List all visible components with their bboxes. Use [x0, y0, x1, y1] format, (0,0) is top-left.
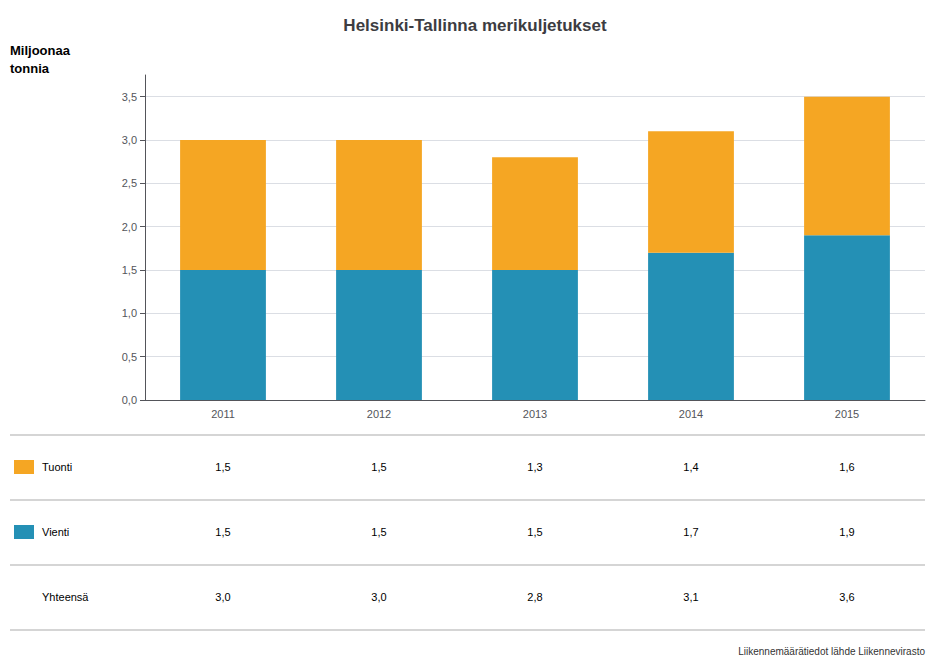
- svg-text:2014: 2014: [679, 408, 703, 420]
- svg-text:tonnia: tonnia: [10, 61, 50, 76]
- svg-text:2013: 2013: [523, 408, 547, 420]
- svg-text:3,0: 3,0: [215, 591, 230, 603]
- svg-text:1,5: 1,5: [371, 526, 386, 538]
- svg-text:2011: 2011: [211, 408, 235, 420]
- svg-text:3,6: 3,6: [839, 591, 854, 603]
- svg-text:2,5: 2,5: [122, 177, 137, 189]
- svg-text:3,0: 3,0: [122, 134, 137, 146]
- svg-text:Yhteensä: Yhteensä: [42, 591, 89, 603]
- svg-text:Vienti: Vienti: [42, 526, 69, 538]
- svg-text:0,5: 0,5: [122, 351, 137, 363]
- svg-text:3,0: 3,0: [371, 591, 386, 603]
- svg-text:0,0: 0,0: [122, 394, 137, 406]
- svg-text:1,9: 1,9: [839, 526, 854, 538]
- svg-text:1,5: 1,5: [215, 526, 230, 538]
- svg-text:2015: 2015: [835, 408, 859, 420]
- svg-text:1,4: 1,4: [683, 461, 698, 473]
- svg-text:1,3: 1,3: [527, 461, 542, 473]
- svg-text:1,5: 1,5: [122, 264, 137, 276]
- svg-text:Miljoonaa: Miljoonaa: [10, 43, 71, 58]
- svg-text:1,6: 1,6: [839, 461, 854, 473]
- svg-text:3,5: 3,5: [122, 91, 137, 103]
- svg-text:2,8: 2,8: [527, 591, 542, 603]
- svg-text:2,0: 2,0: [122, 221, 137, 233]
- svg-text:1,7: 1,7: [683, 526, 698, 538]
- svg-text:Helsinki-Tallinna merikuljetuk: Helsinki-Tallinna merikuljetukset: [343, 16, 607, 35]
- svg-text:2012: 2012: [367, 408, 391, 420]
- svg-text:Liikennemäärätiedot lähde Liik: Liikennemäärätiedot lähde Liikennevirast…: [738, 646, 925, 657]
- svg-text:1,5: 1,5: [371, 461, 386, 473]
- svg-text:1,5: 1,5: [527, 526, 542, 538]
- svg-text:1,0: 1,0: [122, 307, 137, 319]
- svg-text:Tuonti: Tuonti: [42, 461, 72, 473]
- svg-text:1,5: 1,5: [215, 461, 230, 473]
- svg-text:3,1: 3,1: [683, 591, 698, 603]
